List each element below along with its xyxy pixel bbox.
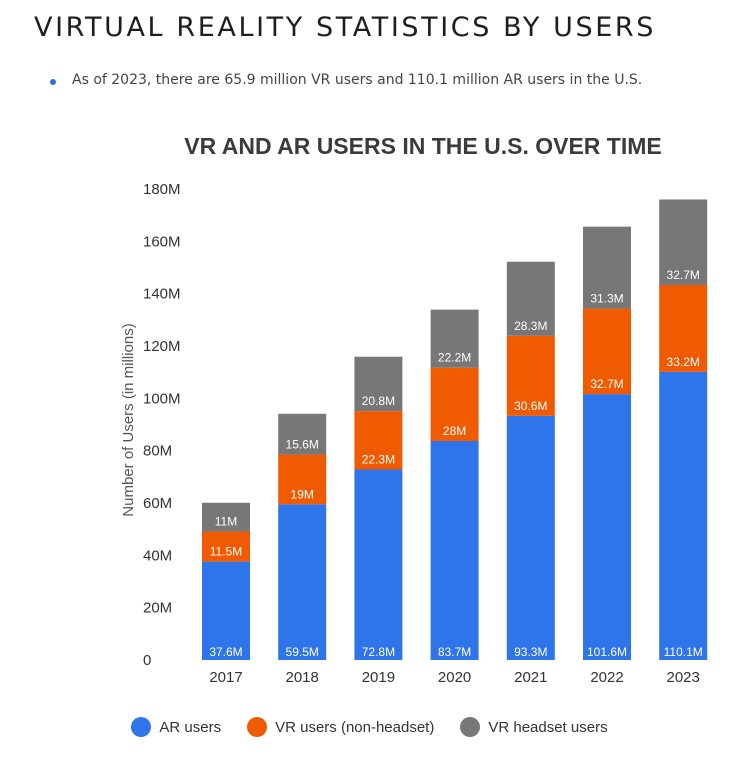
bar-data-label: 59.5M [286,645,319,659]
legend-label-vr-headset: VR headset users [488,718,608,736]
legend-item-vr-non-headset: VR users (non-headset) [247,717,434,737]
bar-segment-vr-non-headset [583,308,631,395]
x-tick-label: 2017 [209,669,242,686]
bar-data-label: 22.3M [362,453,395,467]
y-tick-label: 60M [143,495,172,512]
legend-label-vr-non-headset: VR users (non-headset) [275,718,435,736]
legend-swatch-vr-non-headset-icon [247,717,268,737]
bar-data-label: 37.6M [209,645,242,659]
x-tick-label: 2023 [667,669,700,686]
bar-segment-vr-headset [430,309,479,368]
legend-swatch-ar-icon [131,717,152,737]
y-tick-label: 40M [143,547,172,564]
bar-data-label: 32.7M [667,268,700,282]
bar-data-label: 110.1M [664,645,703,659]
bar-segment-ar [659,371,708,660]
page-heading: VIRTUAL REALITY STATISTICS BY USERS [34,12,656,43]
stacked-bar-chart: VR AND AR USERS IN THE U.S. OVER TIME Nu… [120,133,708,686]
y-axis-ticks: 0 20M 40M 60M 80M 100M 120M 140M 160M 180M [143,181,181,669]
bullet-item: As of 2023, there are 65.9 million VR us… [50,72,642,88]
y-tick-label: 160M [143,233,181,250]
bar-segment-ar [583,394,631,660]
bars: 37.6M 11.5M 11M 59.5M 19M 15.6M 72.8M 22.3M 20.8… [202,199,708,660]
x-tick-label: 2021 [514,669,547,686]
bar-data-label: 32.7M [590,377,623,391]
legend-swatch-vr-headset-icon [460,717,481,737]
bar-data-label: 101.6M [587,645,627,659]
y-tick-label: 20M [143,600,172,617]
legend-item-vr-headset: VR headset users [460,717,608,737]
y-tick-label: 80M [143,443,172,460]
x-tick-label: 2019 [362,669,395,686]
bar-segment-vr-headset [278,413,327,455]
bar-segment-vr-non-headset [278,454,327,505]
bar-segment-ar [506,415,555,660]
bar-segment-vr-headset [354,356,403,412]
y-tick-label: 100M [143,390,181,407]
legend-label-ar: AR users [159,718,222,736]
bar-segment-vr-headset [202,502,250,532]
bullet-text: As of 2023, there are 65.9 million VR us… [72,72,643,88]
bar-segment-ar [430,440,479,660]
bar-segment-vr-headset [583,226,631,309]
y-tick-label: 180M [143,181,181,198]
x-tick-label: 2018 [286,669,319,686]
bar-data-label: 72.8M [362,645,395,659]
y-tick-label: 0 [143,652,151,669]
bar-segment-ar [354,469,403,660]
bar-data-label: 11.5M [210,545,242,559]
bullet-dot-icon [50,79,56,85]
y-tick-label: 120M [143,338,181,355]
bar-segment-vr-non-headset [430,367,479,441]
bar-data-label: 11M [215,515,237,529]
bar-data-label: 30.6M [514,399,547,413]
bar-segment-ar [278,504,327,660]
bar-data-label: 33.2M [667,355,700,369]
bar-segment-vr-non-headset [506,335,555,416]
bar-data-label: 83.7M [438,645,471,659]
y-tick-label: 140M [143,286,181,303]
bar-data-label: 28M [443,424,466,438]
x-tick-label: 2022 [590,669,623,686]
bar-data-label: 15.6M [286,438,319,452]
bar-segment-vr-headset [506,261,555,336]
chart-title: VR AND AR USERS IN THE U.S. OVER TIME [184,133,662,159]
bar-data-label: 31.3M [590,292,623,306]
x-axis-ticks: 2017 2018 2019 2020 2021 2022 2023 [209,669,700,686]
bar-segment-vr-non-headset [202,531,250,562]
chart-legend: AR users VR users (non-headset) VR heads… [0,717,739,737]
x-tick-label: 2020 [438,669,471,686]
bar-data-label: 28.3M [514,319,547,333]
bar-data-label: 19M [291,487,314,501]
bar-segment-vr-headset [659,199,708,286]
bar-segment-vr-non-headset [659,285,708,372]
bar-data-label: 93.3M [514,645,547,659]
legend-item-ar: AR users [131,717,221,737]
bar-data-label: 20.8M [362,394,395,408]
bar-segment-vr-non-headset [354,411,403,470]
bar-segment-ar [202,561,250,660]
y-axis-label: Number of Users (in millions) [120,323,137,516]
bar-data-label: 22.2M [438,351,471,365]
